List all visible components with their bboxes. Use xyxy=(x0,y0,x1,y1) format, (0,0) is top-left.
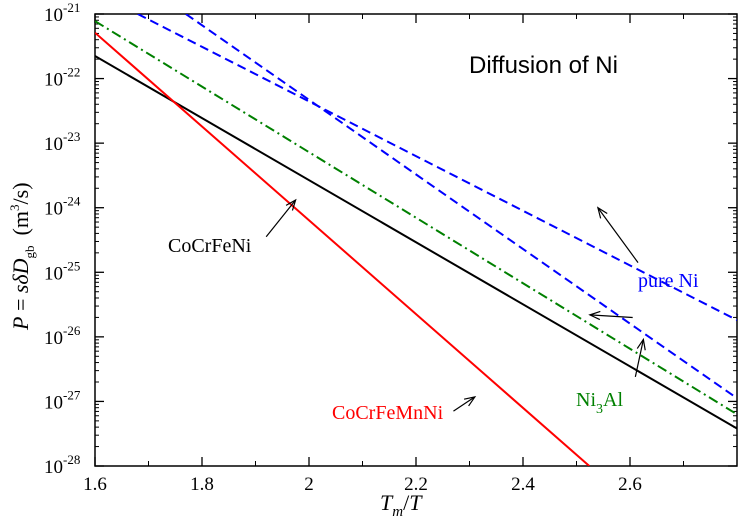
series-line-cocrfemnni xyxy=(95,31,590,466)
y-tick-label: 10-25 xyxy=(44,258,80,284)
annotation-arrow-shaft xyxy=(634,339,644,378)
annotation-arrow-shaft xyxy=(453,396,476,412)
series-line-cocrfeni xyxy=(95,55,737,430)
x-tick-label: 1.8 xyxy=(190,474,214,495)
label-pure-ni: pure Ni xyxy=(638,270,699,292)
y-tick-label: 10-23 xyxy=(44,129,80,155)
label-cocrfeni: CoCrFeNi xyxy=(168,235,252,257)
annotation-arrow-shaft xyxy=(589,314,633,319)
x-tick-labels: 1.6 1.8 2 2.2 2.4 2.6 xyxy=(83,474,642,495)
annotation-arrow-head xyxy=(463,396,477,407)
annotation-arrow-shaft xyxy=(597,207,639,263)
x-tick-label: 2 xyxy=(304,474,314,495)
y-axis-label: P = sδDgb(m3/s) xyxy=(7,182,37,331)
annotation-arrow-head xyxy=(285,198,297,211)
annotation-arrow-head xyxy=(636,337,646,351)
chart-title: Diffusion of Ni xyxy=(469,52,618,79)
annotation-arrow-head xyxy=(596,206,608,219)
x-tick-label: 2.4 xyxy=(511,474,535,495)
x-tick-label: 2.6 xyxy=(618,474,642,495)
series-line-pure-ni-lower xyxy=(185,14,737,400)
annotation-arrows xyxy=(265,198,646,412)
x-tick-label: 1.6 xyxy=(83,474,107,495)
x-axis-label: Tm/T xyxy=(380,490,423,520)
label-ni3al: Ni3Al xyxy=(576,389,623,417)
y-tick-label: 10-28 xyxy=(44,452,80,478)
series-line-ni3al xyxy=(95,20,737,416)
series-group xyxy=(95,14,737,466)
y-tick-label: 10-22 xyxy=(44,65,80,91)
y-tick-label: 10-24 xyxy=(44,194,81,220)
y-tick-label: 10-27 xyxy=(44,387,81,413)
y-tick-label: 10-21 xyxy=(44,0,80,26)
axis-ticks xyxy=(94,13,737,467)
label-cocrfemnni: CoCrFeMnNi xyxy=(332,402,444,424)
x-tick-label: 2.2 xyxy=(404,474,428,495)
annotation-arrow-shaft xyxy=(265,199,297,238)
y-tick-labels: 10-28 10-27 10-26 10-25 10-24 10-23 10-22 10-21 xyxy=(44,0,81,478)
y-tick-label: 10-26 xyxy=(44,323,81,349)
annotation-arrow-head xyxy=(588,310,601,321)
series-line-pure-ni-upper xyxy=(137,14,737,321)
